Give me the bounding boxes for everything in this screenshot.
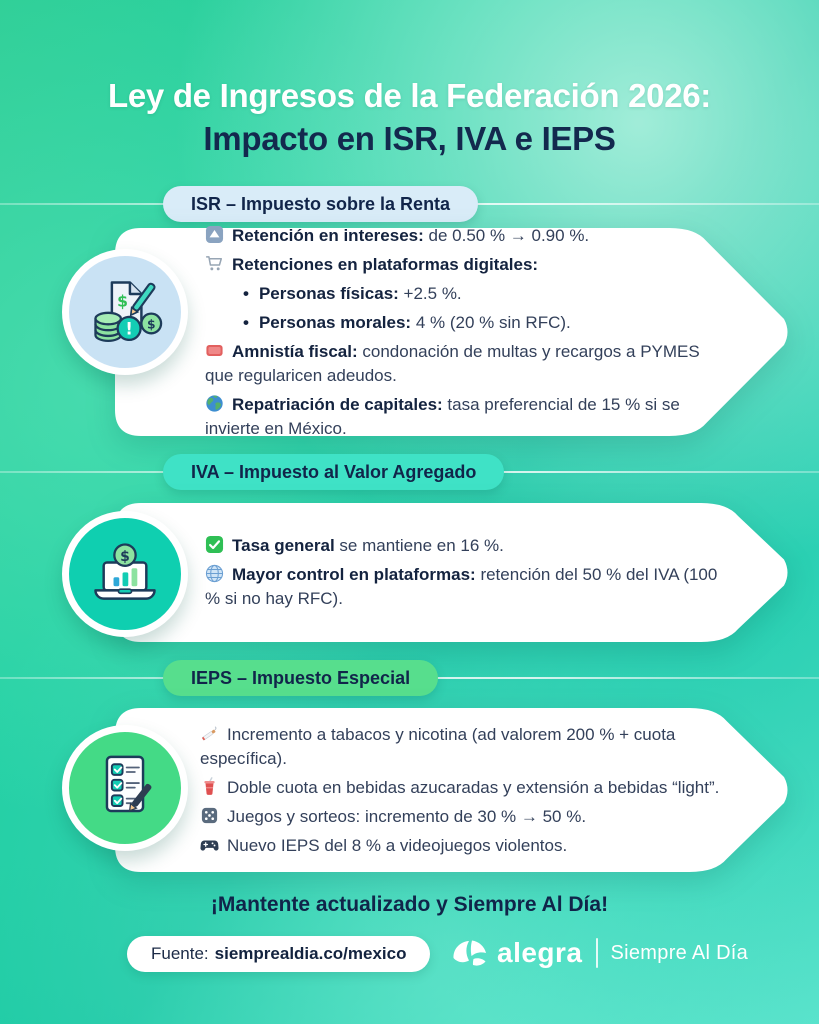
bullet-dot: • (243, 283, 249, 303)
card-item: Doble cuota en bebidas azucaradas y exte… (200, 776, 741, 800)
item-text: de 0.50 % → 0.90 %. (423, 225, 590, 245)
globe-americas-icon (205, 394, 224, 413)
item-text: Nuevo IEPS del 8 % a videojuegos violent… (227, 835, 568, 855)
item-text: Juegos y sorteos: incremento de 30 % → 5… (227, 806, 587, 826)
card-item: Juegos y sorteos: incremento de 30 % → 5… (200, 805, 741, 829)
game-controller-icon (200, 835, 219, 854)
ieps-card-body: Incremento a tabacos y nicotina (ad valo… (115, 708, 791, 872)
card-arrow-shape (115, 708, 788, 872)
card-item: Amnistía fiscal: condonación de multas y… (205, 340, 703, 388)
footer-cta: ¡Mantente actualizado y Siempre Al Día! (210, 893, 609, 916)
laptop-chart-icon: $ (62, 511, 188, 637)
title-line-2: Impacto en ISR, IVA e IEPS (203, 120, 616, 157)
card-item: Incremento a tabacos y nicotina (ad valo… (200, 723, 741, 771)
item-bold-text: Retenciones en plataformas digitales: (232, 254, 539, 274)
isr-card: Retención en intereses: de 0.50 % → 0.90… (115, 225, 791, 438)
item-text: tasa preferencial de 15 % si se invierte… (205, 394, 680, 438)
section-header-isr: ISR – Impuesto sobre la Renta (163, 186, 479, 222)
card-arrow-shape (115, 228, 788, 436)
item-text: 4 % (20 % sin RFC). (411, 312, 571, 332)
money-documents-icon: $! $ (62, 249, 188, 375)
card-item: Retenciones en plataformas digitales: (205, 253, 703, 277)
svg-text:!: ! (125, 320, 132, 339)
card-item: Retención en intereses: de 0.50 % → 0.90… (205, 224, 703, 248)
card-arrow-shape (115, 503, 788, 642)
card-item: Tasa general se mantiene en 16 %. (205, 534, 719, 558)
globe-meridians-icon (205, 564, 224, 583)
sub-bullet-item: • Personas morales: 4 % (20 % sin RFC). (205, 311, 703, 335)
source-pill: Fuente: siemprealdia.co/mexico (127, 936, 431, 972)
ieps-card: Incremento a tabacos y nicotina (ad valo… (115, 708, 791, 872)
brand-name: alegra (497, 937, 583, 968)
page-title: Ley de Ingresos de la Federación 2026: I… (0, 74, 819, 160)
section-header-iva: IVA – Impuesto al Valor Agregado (163, 454, 505, 490)
check-mark-icon (205, 535, 224, 554)
item-text: condonación de multas y recargos a PYMES… (205, 341, 700, 385)
item-bold-text: Repatriación de capitales: (232, 394, 443, 414)
item-text: retención del 50 % del IVA (100 % si no … (205, 565, 718, 608)
section-header-ieps: IEPS – Impuesto Especial (163, 660, 439, 696)
cup-straw-icon (200, 776, 219, 796)
card-item: Repatriación de capitales: tasa preferen… (205, 393, 703, 441)
up-button-icon (205, 225, 224, 244)
item-bold-text: Tasa general (232, 536, 335, 555)
item-bold-text: Retención en intereses: (232, 225, 424, 245)
iva-card-body: Tasa general se mantiene en 16 %. Mayor c… (115, 503, 791, 642)
bullet-dot: • (243, 312, 249, 332)
checklist-icon (62, 725, 188, 851)
game-die-icon (200, 806, 219, 825)
cigarette-icon (200, 724, 219, 743)
item-bold-text: Mayor control en plataformas: (232, 565, 476, 584)
svg-text:$: $ (117, 292, 128, 310)
alegra-logo-icon (452, 937, 488, 969)
iva-card: Tasa general se mantiene en 16 %. Mayor c… (115, 503, 791, 642)
source-label: Fuente: (151, 944, 209, 963)
sub-bullet-item: • Personas físicas: +2.5 %. (205, 282, 703, 306)
item-bold-text: Personas físicas: (258, 283, 399, 303)
svg-text:$: $ (120, 549, 130, 565)
item-bold-text: Amnistía fiscal: (232, 341, 358, 361)
brand-lockup: alegra Siempre Al Día (452, 932, 748, 974)
svg-text:$: $ (147, 317, 156, 331)
title-line-1: Ley de Ingresos de la Federación 2026: (107, 77, 712, 114)
item-text: Doble cuota en bebidas azucaradas y exte… (227, 777, 720, 797)
shopping-cart-icon (205, 254, 224, 273)
source-url: siemprealdia.co/mexico (214, 944, 407, 963)
item-text: se mantiene en 16 %. (334, 536, 504, 555)
isr-card-body: Retención en intereses: de 0.50 % → 0.90… (115, 225, 791, 438)
brand-divider (595, 938, 598, 968)
item-text: Incremento a tabacos y nicotina (ad valo… (200, 724, 676, 768)
item-text: +2.5 %. (398, 283, 462, 303)
card-item: Nuevo IEPS del 8 % a videojuegos violent… (200, 834, 741, 858)
brand-tagline: Siempre Al Día (610, 941, 749, 964)
card-item: Mayor control en plataformas: retención … (205, 563, 719, 611)
name-badge-icon (205, 341, 224, 360)
item-bold-text: Personas morales: (258, 312, 412, 332)
